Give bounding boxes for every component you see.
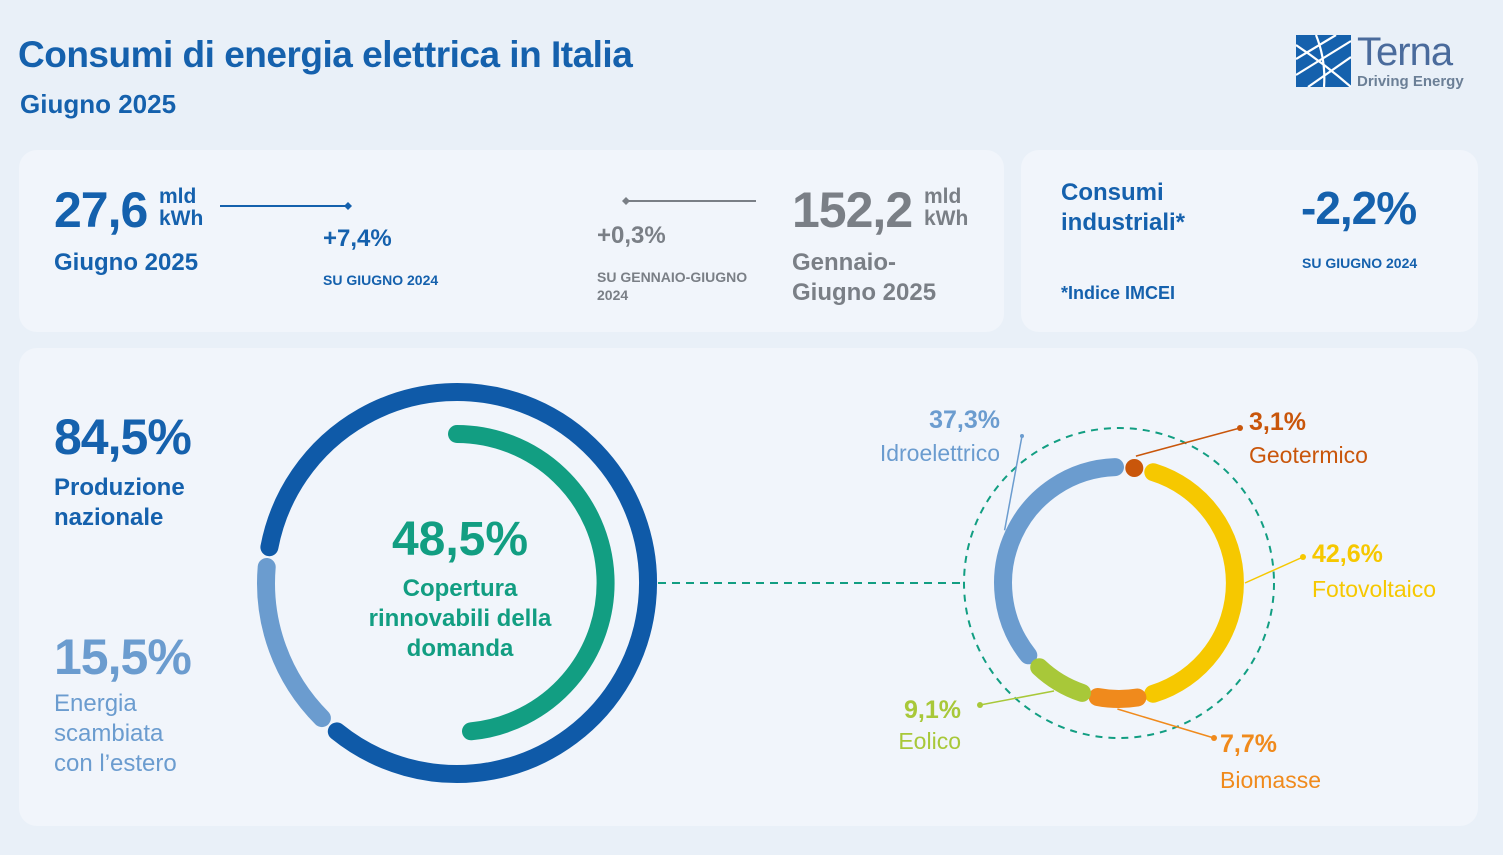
monthly-value: 27,6 <box>54 182 148 238</box>
logo-tagline: Driving Energy <box>1357 73 1464 90</box>
leader-hydro <box>1003 435 1023 531</box>
foreign-exchange-label-line3: con l’estero <box>54 750 177 777</box>
industrial-label-line2: industriali* <box>1061 209 1186 236</box>
logo-wordmark: Terna <box>1357 30 1453 74</box>
monthly-change: +7,4% <box>323 225 392 252</box>
ytd-unit-bottom: kWh <box>924 207 969 230</box>
arc-wind <box>1030 658 1091 702</box>
arc-national-production <box>260 382 657 783</box>
foreign-exchange-label-line2: scambiata <box>54 720 164 747</box>
leader-geothermal <box>1135 427 1241 457</box>
label-value-hydro: 37,3% <box>929 406 1000 434</box>
national-production-label-line1: Produzione <box>54 474 185 501</box>
ytd-change-ref-line2: 2024 <box>597 287 629 303</box>
industrial-consumption-card <box>1021 150 1478 332</box>
foreign-exchange-value: 15,5% <box>54 629 192 685</box>
label-name-geothermal: Geotermico <box>1249 442 1368 468</box>
industrial-note: *Indice IMCEI <box>1061 283 1176 303</box>
foreign-exchange-label-line1: Energia <box>54 690 137 717</box>
leader-dot-geothermal <box>1237 425 1243 431</box>
leader-dot-solar <box>1300 554 1306 560</box>
arc-hydro <box>994 458 1124 665</box>
label-name-hydro: Idroelettrico <box>880 440 1000 466</box>
renewable-coverage-line2: rinnovabili della <box>368 605 552 632</box>
label-value-wind: 9,1% <box>904 696 961 724</box>
monthly-unit-bottom: kWh <box>159 207 204 230</box>
production-ring-chart <box>257 382 657 783</box>
renewable-coverage-line3: domanda <box>406 635 514 662</box>
terna-logo-icon <box>1296 35 1351 87</box>
renewables-outer-dashed-ring <box>963 427 1275 739</box>
ytd-unit-top: mld <box>924 185 962 208</box>
leader-biomass <box>1117 708 1215 739</box>
national-production-value: 84,5% <box>54 409 192 465</box>
arc-biomass <box>1088 688 1147 708</box>
arc-solar <box>1144 463 1244 703</box>
label-name-biomass: Biomasse <box>1220 767 1321 793</box>
industrial-value: -2,2% <box>1301 182 1417 234</box>
monthly-unit-top: mld <box>159 185 197 208</box>
page-subtitle: Giugno 2025 <box>20 89 177 119</box>
leader-dot-wind <box>977 702 983 708</box>
arc-foreign-exchange <box>257 558 331 728</box>
label-name-wind: Eolico <box>898 728 961 754</box>
leader-wind <box>979 690 1055 706</box>
ytd-period-line2: Giugno 2025 <box>792 279 937 306</box>
label-value-biomass: 7,7% <box>1220 730 1277 758</box>
renewable-coverage-line1: Copertura <box>402 575 518 602</box>
leader-dot-biomass <box>1211 735 1217 741</box>
national-production-label-line2: nazionale <box>54 504 164 531</box>
ytd-trend-line <box>622 197 756 205</box>
monthly-trend-line <box>220 202 352 210</box>
page-title: Consumi di energia elettrica in Italia <box>18 34 633 75</box>
ytd-period-line1: Gennaio- <box>792 249 897 276</box>
monthly-change-ref: SU GIUGNO 2024 <box>323 272 439 288</box>
ytd-change: +0,3% <box>597 222 666 249</box>
industrial-ref: SU GIUGNO 2024 <box>1302 255 1418 271</box>
label-value-geothermal: 3,1% <box>1249 408 1306 436</box>
monthly-period: Giugno 2025 <box>54 249 199 276</box>
industrial-label-line1: Consumi <box>1061 179 1164 206</box>
label-value-solar: 42,6% <box>1312 540 1383 568</box>
ytd-value: 152,2 <box>792 182 913 238</box>
arc-renewable-coverage <box>448 425 615 741</box>
leader-dot-hydro <box>1020 434 1024 438</box>
renewables-ring-chart: 37,3% Idroelettrico 3,1% Geotermico 42,6% Fot… <box>880 406 1436 793</box>
leader-solar <box>1244 556 1304 584</box>
consumption-summary-card <box>19 150 1004 332</box>
label-name-solar: Fotovoltaico <box>1312 576 1436 602</box>
renewable-coverage-value: 48,5% <box>391 513 529 566</box>
ytd-change-ref-line1: SU GENNAIO-GIUGNO <box>597 269 748 285</box>
arc-geothermal <box>1125 459 1144 477</box>
